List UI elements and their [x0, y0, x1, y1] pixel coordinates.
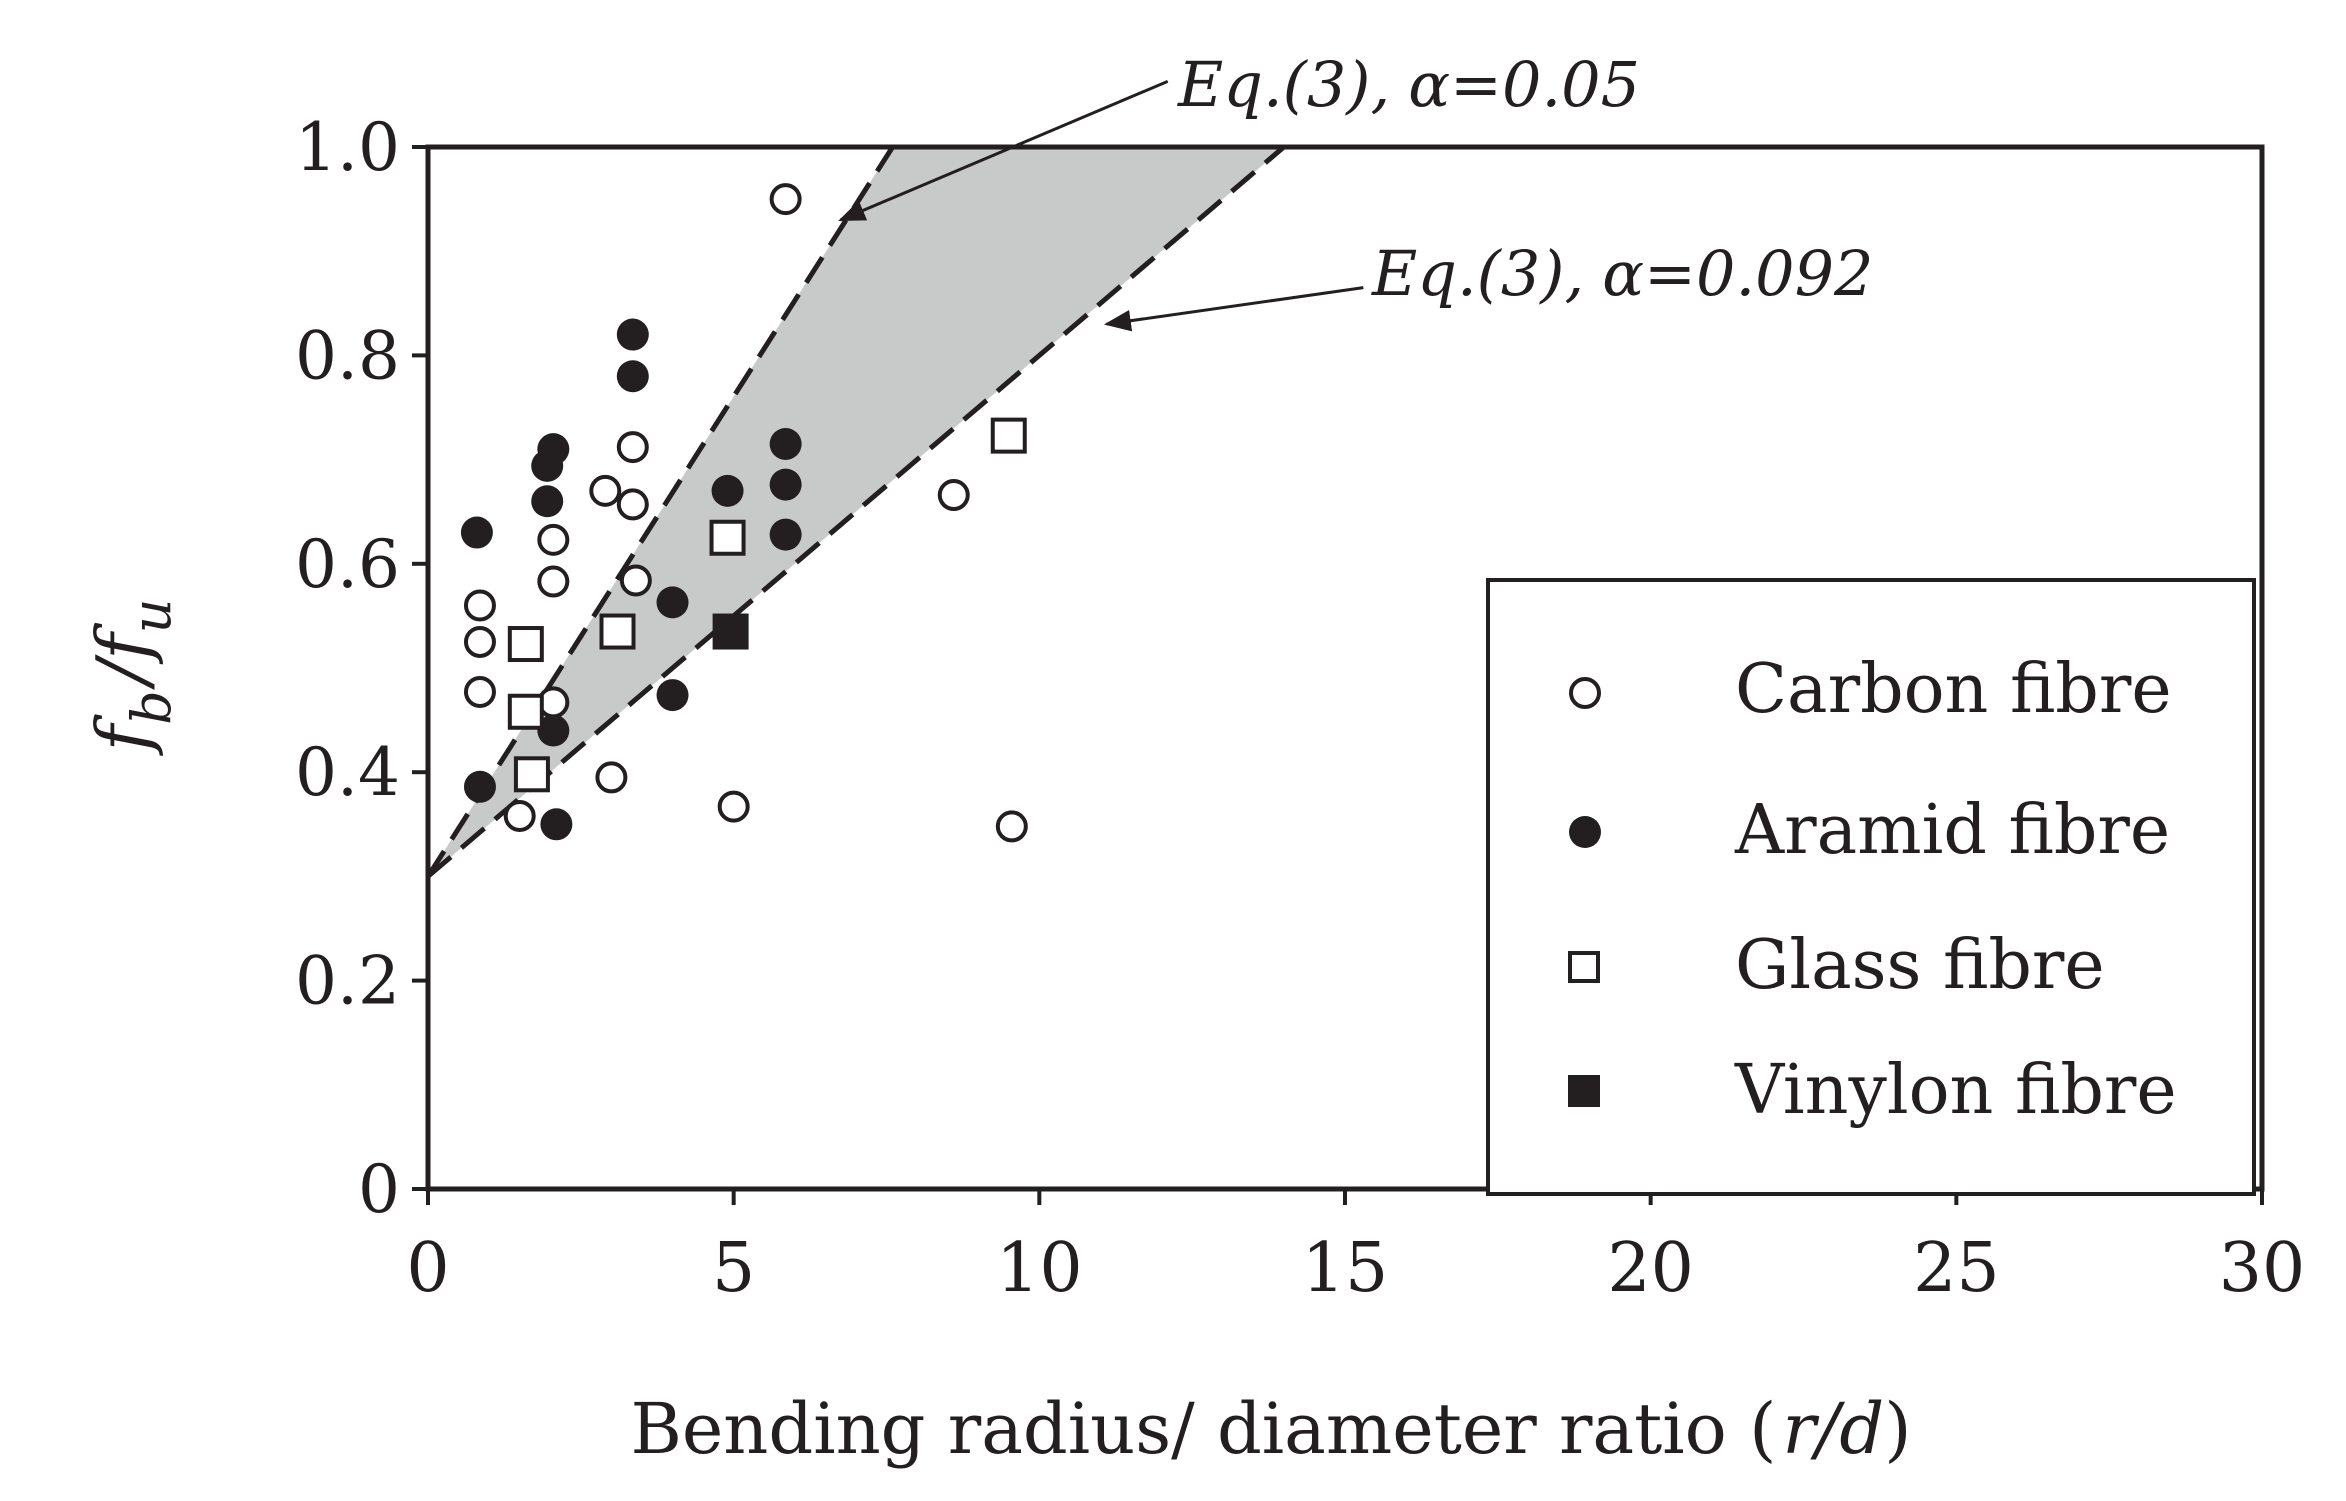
point-glass — [513, 756, 550, 793]
x-axis-label: Bending radius/ diameter ratio (r/d) — [630, 1388, 1911, 1470]
point-glass — [507, 693, 544, 730]
legend-marker-glass — [1568, 951, 1600, 983]
legend-marker-vinylon — [1568, 1075, 1600, 1107]
point-carbon — [937, 479, 970, 512]
point-carbon — [995, 810, 1028, 843]
point-glass — [599, 613, 636, 650]
point-carbon — [537, 523, 570, 556]
point-carbon — [463, 625, 496, 658]
x-tick-label: 5 — [712, 1229, 755, 1308]
point-carbon — [595, 761, 628, 794]
bound-line-alpha-005 — [428, 147, 895, 878]
legend-marker-carbon — [1569, 677, 1601, 709]
point-carbon — [769, 183, 802, 216]
point-aramid — [769, 518, 802, 551]
bound-label-alpha-005: Eq.(3), α=0.05 — [1177, 48, 1640, 121]
annotation-arrow-2 — [1103, 286, 1364, 332]
legend-marker-aramid — [1569, 816, 1601, 848]
bound-line-alpha-0092 — [428, 147, 1286, 879]
point-carbon — [616, 488, 649, 521]
point-aramid — [769, 468, 802, 501]
legend-label-vinylon: Vinylon fibre — [1734, 1051, 2177, 1130]
point-aramid — [656, 586, 689, 619]
point-aramid — [769, 427, 802, 460]
point-aramid — [537, 433, 570, 466]
y-axis-label: fb/fu — [81, 599, 183, 757]
bound-label-alpha-0092: Eq.(3), α=0.092 — [1371, 237, 1874, 310]
point-glass — [990, 417, 1027, 454]
legend: Carbon fibre Aramid fibre Glass fibre Vi… — [1486, 578, 2256, 1196]
point-carbon — [537, 565, 570, 598]
annotation-arrow-1 — [838, 79, 1169, 222]
x-tick-label: 25 — [1913, 1229, 2000, 1308]
point-vinylon — [712, 613, 749, 650]
point-carbon — [616, 431, 649, 464]
legend-label-carbon: Carbon fibre — [1735, 650, 2172, 729]
y-tick-label: 0.4 — [295, 734, 400, 811]
point-aramid — [463, 770, 496, 803]
x-tick-label: 10 — [996, 1229, 1083, 1308]
y-tick-label: 1.0 — [295, 109, 400, 186]
legend-label-aramid: Aramid fibre — [1734, 791, 2170, 870]
point-aramid — [540, 808, 573, 841]
x-tick-label: 15 — [1302, 1229, 1389, 1308]
point-glass — [507, 626, 544, 663]
y-tick-label: 0.2 — [295, 943, 400, 1020]
legend-label-glass: Glass fibre — [1735, 926, 2105, 1005]
point-aramid — [537, 714, 570, 747]
point-carbon — [463, 589, 496, 622]
x-tick-label: 0 — [406, 1229, 449, 1308]
point-carbon — [589, 474, 622, 507]
point-carbon — [717, 790, 750, 823]
point-aramid — [656, 679, 689, 712]
point-aramid — [711, 474, 744, 507]
axis-ticks-layer: 0 5 10 15 20 25 30 0 0.2 0.4 0.6 0.8 1.0 — [295, 109, 2305, 1308]
x-tick-label: 20 — [1607, 1229, 1694, 1308]
point-aramid — [460, 516, 493, 549]
point-glass — [709, 519, 746, 556]
data-points-layer — [460, 183, 1028, 843]
point-carbon — [463, 675, 496, 708]
legend-box — [1486, 578, 2256, 1196]
point-aramid — [616, 318, 649, 351]
point-aramid — [531, 485, 564, 518]
x-tick-label: 30 — [2219, 1229, 2306, 1308]
point-aramid — [616, 360, 649, 393]
y-tick-label: 0.6 — [295, 526, 400, 603]
point-carbon — [619, 564, 652, 597]
y-tick-label: 0.8 — [295, 317, 400, 394]
point-carbon — [503, 799, 536, 832]
bound-lines-layer — [428, 147, 1286, 879]
y-tick-label: 0 — [358, 1151, 400, 1228]
annotation-arrows-layer — [838, 79, 1364, 332]
